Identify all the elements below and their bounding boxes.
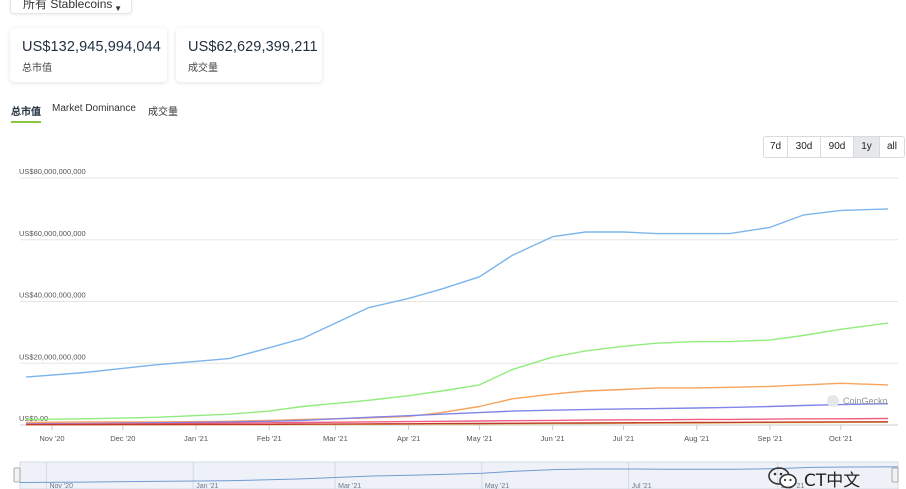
market-cap-value: US$132,945,994,044 <box>22 39 161 55</box>
x-tick-label: Nov '20 <box>39 434 64 443</box>
navigator-tick-label: Mar '21 <box>338 483 361 489</box>
range-1y-button[interactable]: 1y <box>854 136 880 158</box>
series-line-1 <box>25 322 889 421</box>
navigator-tick-label: Jul '21 <box>632 483 652 489</box>
range-30d-button[interactable]: 30d <box>788 136 821 158</box>
range-7d-button[interactable]: 7d <box>763 136 788 158</box>
x-tick-label: Mar '21 <box>323 434 348 443</box>
tab-market-cap[interactable]: 总市值 <box>11 107 41 118</box>
watermark-text: CT中文 <box>804 470 861 489</box>
x-tick-label: Dec '20 <box>110 434 135 443</box>
y-axis-ticks: US$0.00 US$20,000,000,000 US$40,000,000,00… <box>19 167 86 423</box>
volume-value: US$62,629,399,211 <box>188 39 318 55</box>
chart-series <box>25 208 889 426</box>
x-tick-label: Aug '21 <box>684 434 709 443</box>
volume-label: 成交量 <box>188 63 218 74</box>
x-axis-ticks: Nov '20 Dec '20 Jan '21 Feb '21 Mar '21 Apr '… <box>39 425 853 443</box>
range-90d-button[interactable]: 90d <box>821 136 854 158</box>
navigator-tick-label: Nov '20 <box>49 483 73 489</box>
series-line-4 <box>25 417 889 426</box>
series-line-0 <box>25 208 889 378</box>
x-tick-label: Apr '21 <box>397 434 421 443</box>
wechat-icon <box>768 467 797 489</box>
x-tick-label: Jan '21 <box>184 434 208 443</box>
volume-card: US$62,629,399,211 成交量 <box>176 28 322 82</box>
x-tick-label: Jul '21 <box>613 434 634 443</box>
x-tick-label: Sep '21 <box>757 434 782 443</box>
range-all-button[interactable]: all <box>880 136 905 158</box>
chevron-down-icon: ▼ <box>114 4 122 13</box>
navigator-series-line <box>19 466 899 483</box>
y-tick-label: US$0.00 <box>19 414 48 423</box>
navigator-background <box>19 461 899 489</box>
tab-volume[interactable]: 成交量 <box>148 107 178 118</box>
series-line-3 <box>25 403 889 425</box>
active-tab-indicator <box>11 121 41 123</box>
market-cap-label: 总市值 <box>22 63 52 74</box>
x-tick-label: Feb '21 <box>257 434 282 443</box>
y-tick-label: US$20,000,000,000 <box>19 352 86 361</box>
stablecoin-category-dropdown[interactable]: 所有 Stablecoins ▼ <box>10 0 132 14</box>
navigator-left-handle[interactable] <box>13 467 21 483</box>
credit-label: CoinGecko <box>843 396 888 406</box>
navigator-right-handle[interactable] <box>891 467 899 483</box>
y-tick-label: US$40,000,000,000 <box>19 291 86 300</box>
y-tick-label: US$80,000,000,000 <box>19 167 86 176</box>
navigator-tick-label: Jan '21 <box>196 483 218 489</box>
dropdown-label: 所有 Stablecoins <box>23 0 113 11</box>
time-range-selector: 7d 30d 90d 1y all <box>763 136 905 158</box>
x-tick-label: Oct '21 <box>829 434 853 443</box>
x-tick-label: Jun '21 <box>541 434 565 443</box>
wechat-watermark: CT中文 <box>768 466 860 489</box>
navigator-tick-label: May '21 <box>485 483 509 489</box>
series-line-6 <box>26 421 889 426</box>
tab-market-dominance[interactable]: Market Dominance <box>52 103 136 114</box>
market-cap-card: US$132,945,994,044 总市值 <box>10 28 167 82</box>
series-line-2 <box>25 382 889 424</box>
y-tick-label: US$60,000,000,000 <box>19 229 86 238</box>
coingecko-logo-icon <box>827 395 839 407</box>
x-tick-label: May '21 <box>466 434 492 443</box>
coingecko-credit: CoinGecko <box>827 395 888 407</box>
